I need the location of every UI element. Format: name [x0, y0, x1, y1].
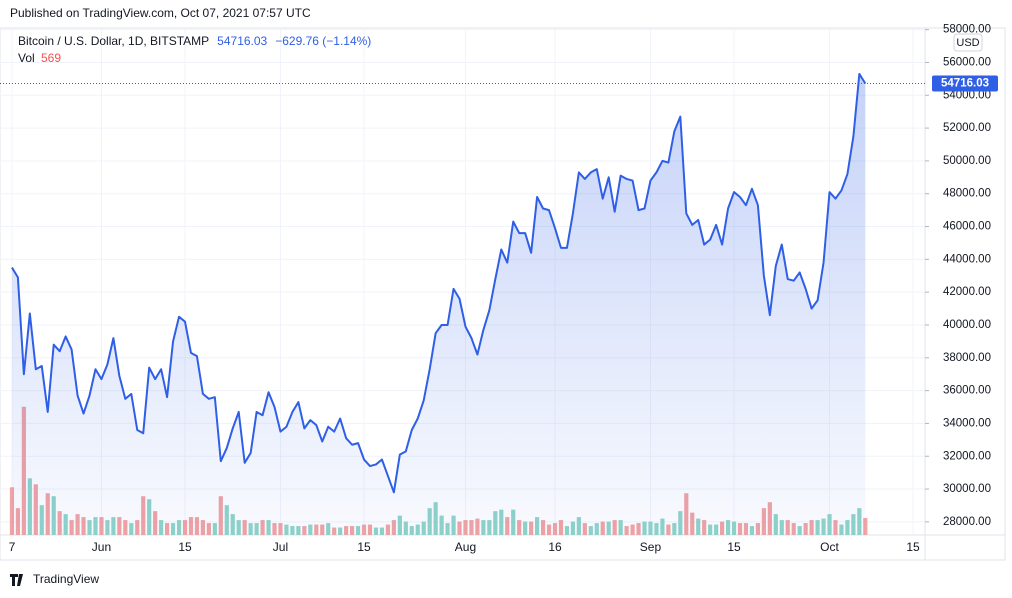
y-tick-label: 54000.00 — [943, 89, 991, 101]
y-tick-label: 40000.00 — [943, 319, 991, 331]
y-tick-label: 42000.00 — [943, 286, 991, 298]
x-tick-label: Sep — [640, 540, 662, 554]
y-tick-label: 28000.00 — [943, 516, 991, 528]
y-tick-label: 44000.00 — [943, 253, 991, 265]
x-tick-label: Jul — [273, 540, 288, 554]
x-tick-label: 15 — [178, 540, 192, 554]
area-fill — [11, 73, 866, 535]
legend-value: 54716.03 — [217, 34, 267, 48]
x-tick-label: 15 — [357, 540, 371, 554]
x-tick-label: 7 — [9, 540, 16, 554]
legend-change: −629.76 (−1.14%) — [275, 34, 371, 48]
brand: TradingView — [33, 572, 99, 586]
y-tick-label: 52000.00 — [943, 122, 991, 134]
published: Published on TradingView.com, Oct 07, 20… — [10, 6, 311, 20]
logo — [10, 574, 23, 586]
x-tick-label: 15 — [727, 540, 741, 554]
y-tick-label: 46000.00 — [943, 221, 991, 233]
vol-value: 569 — [41, 51, 61, 65]
y-tick-label: 38000.00 — [943, 352, 991, 364]
currency: USD — [956, 37, 979, 49]
volume-bar — [863, 518, 868, 535]
legend-title: Bitcoin / U.S. Dollar, 1D, BITSTAMP — [18, 34, 209, 48]
x-tick-label: Aug — [455, 540, 476, 554]
vol-label: Vol — [18, 51, 35, 65]
y-tick-label: 56000.00 — [943, 56, 991, 68]
y-tick-label: 34000.00 — [943, 417, 991, 429]
y-tick-label: 30000.00 — [943, 483, 991, 495]
last-price-box — [932, 75, 998, 92]
x-tick-label: 16 — [548, 540, 562, 554]
y-tick-label: 36000.00 — [943, 385, 991, 397]
x-tick-label: Oct — [820, 540, 839, 554]
frame — [0, 27, 1006, 561]
x-tick-label: 15 — [906, 540, 920, 554]
y-tick-label: 32000.00 — [943, 450, 991, 462]
price-line — [11, 72, 867, 494]
volume-bar — [9, 487, 15, 535]
y-tick-label: 50000.00 — [943, 155, 991, 167]
currency-box — [953, 33, 983, 52]
last-price-label: 54716.03 — [941, 78, 989, 90]
y-tick-label: 48000.00 — [943, 188, 991, 200]
x-tick-label: Jun — [92, 540, 111, 554]
y-tick-label: 58000.00 — [943, 24, 991, 36]
